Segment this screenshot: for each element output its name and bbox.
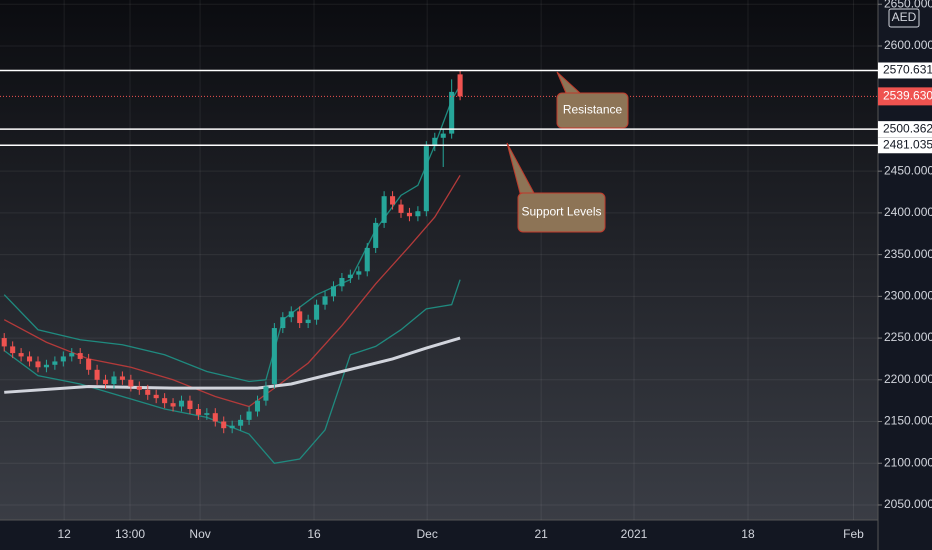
currency-box <box>888 8 920 28</box>
candle-body <box>102 379 109 384</box>
candle-body <box>238 419 244 426</box>
last-price-box <box>878 87 932 106</box>
currency: AED <box>892 10 917 24</box>
candle-body <box>204 413 210 415</box>
candle-body <box>128 379 134 387</box>
y-tick-label: 2100.000 <box>884 455 932 469</box>
y-tick-label: 2600.000 <box>884 38 932 52</box>
candle-body <box>314 304 320 320</box>
y-tick-label: 2050.000 <box>884 497 932 511</box>
candle-body <box>364 247 370 272</box>
x-tick-label: 16 <box>307 527 321 541</box>
candle-body <box>406 212 412 217</box>
candle-body <box>212 413 218 422</box>
candle-body <box>170 403 176 407</box>
level-label-box <box>878 62 932 79</box>
candle-body <box>136 386 142 390</box>
candle-body <box>263 386 269 401</box>
y-tick-label: 2650.000 <box>884 0 932 10</box>
y-tick-label: 2400.000 <box>884 205 932 219</box>
time-axis <box>0 520 878 550</box>
candle-body <box>423 146 429 212</box>
level-label: 2500.362 <box>883 121 932 135</box>
x-tick-label: Dec <box>417 527 438 541</box>
candle-body <box>322 296 328 305</box>
candle-body <box>221 421 227 429</box>
candle-body <box>271 328 277 384</box>
candle-body <box>77 353 83 359</box>
candle-body <box>398 204 404 213</box>
candle-body <box>339 277 345 287</box>
candle-body <box>356 271 362 275</box>
candle-body <box>254 400 261 412</box>
candle-body <box>187 400 193 410</box>
candle-body <box>440 133 446 138</box>
callout-box <box>556 92 629 129</box>
candle-body <box>390 196 396 205</box>
x-tick-label: Nov <box>189 527 210 541</box>
candle-body <box>60 356 66 362</box>
candle-body <box>305 319 311 324</box>
candle-body <box>145 389 151 395</box>
candle-body <box>415 211 421 217</box>
candle-body <box>347 274 353 278</box>
candle-body <box>86 358 92 370</box>
candle-body <box>43 364 49 368</box>
candle-body <box>162 398 168 404</box>
candle-body <box>52 361 58 365</box>
candle-body <box>449 91 455 134</box>
y-tick-label: 2150.000 <box>884 414 932 428</box>
candle-body <box>246 411 252 420</box>
candle-body <box>195 409 201 415</box>
y-tick-label: 2450.000 <box>884 163 932 177</box>
callout-box <box>517 192 606 233</box>
candle-body <box>229 425 235 429</box>
callout-text: Support Levels <box>521 205 601 219</box>
candle-body <box>280 317 286 329</box>
candle-body <box>10 346 16 354</box>
y-tick-label: 2350.000 <box>884 247 932 261</box>
candle-body <box>457 74 463 97</box>
candle-body <box>35 361 41 368</box>
candle-body <box>1 338 7 347</box>
candle-body <box>330 286 337 297</box>
candle-body <box>18 353 24 357</box>
level-label: 2570.631 <box>883 63 932 77</box>
candle-body <box>111 376 117 384</box>
x-tick-label: 21 <box>534 527 548 541</box>
candle-body <box>381 196 387 223</box>
x-tick-label: 12 <box>57 527 71 541</box>
x-tick-label: 2021 <box>621 527 648 541</box>
candle-body <box>119 376 125 380</box>
callout-text: Resistance <box>563 103 623 117</box>
candle-body <box>94 369 100 380</box>
candle-body <box>178 400 185 407</box>
candle-body <box>27 356 33 362</box>
y-tick-label: 2200.000 <box>884 372 932 386</box>
candle-body <box>297 311 303 324</box>
last-price-label: 2539.630 <box>883 89 932 103</box>
candle-body <box>432 137 438 147</box>
level-label-box <box>878 121 932 138</box>
x-tick-label: 18 <box>741 527 755 541</box>
candle-body <box>69 353 75 357</box>
candle-body <box>373 222 379 248</box>
y-tick-label: 2250.000 <box>884 330 932 344</box>
plot-background <box>0 0 878 520</box>
candle-body <box>153 394 159 399</box>
level-label-box <box>878 137 932 154</box>
candle-body <box>288 311 294 318</box>
indicator-line <box>3 174 461 408</box>
x-tick-label: Feb <box>843 527 864 541</box>
indicator-line <box>3 279 461 464</box>
x-tick-label: 13:00 <box>115 527 145 541</box>
y-tick-label: 2300.000 <box>884 289 932 303</box>
level-label: 2481.035 <box>883 137 932 151</box>
